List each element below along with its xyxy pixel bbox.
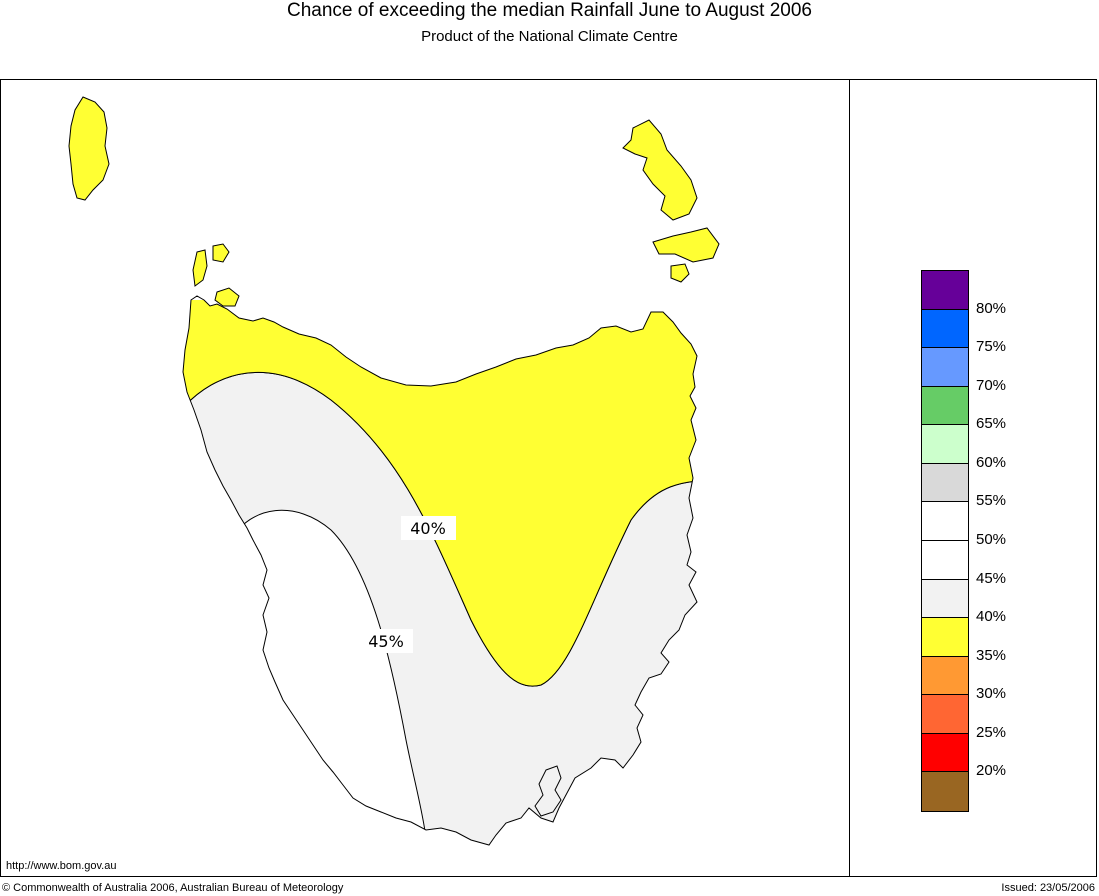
three-hummock-island — [212, 243, 230, 263]
legend-swatch — [922, 271, 968, 310]
legend-swatch — [922, 618, 968, 657]
legend-swatch — [922, 463, 968, 503]
legend-swatch — [922, 425, 968, 464]
contour-40 — [183, 371, 697, 687]
flinders-island — [622, 119, 698, 221]
legend-label: 30% — [976, 685, 1007, 703]
legend-label: 40% — [976, 608, 1007, 626]
legend-label: 80% — [976, 299, 1007, 317]
contour-label-45: 45% — [359, 629, 413, 653]
legend-label: 45% — [976, 569, 1007, 587]
legend-swatch — [922, 772, 968, 811]
clarke-island — [670, 263, 690, 283]
source-url: http://www.bom.gov.au — [6, 860, 117, 872]
legend-swatch — [922, 386, 968, 426]
legend-label: 75% — [976, 338, 1007, 356]
contour-label-40-text: 40% — [410, 519, 446, 538]
color-legend — [921, 270, 969, 812]
legend-label: 65% — [976, 415, 1007, 433]
legend-swatch — [922, 502, 968, 541]
legend-swatch — [922, 540, 968, 580]
robbins-island — [214, 287, 240, 307]
issued-date: Issued: 23/05/2006 — [1001, 882, 1095, 894]
legend-swatch — [922, 348, 968, 387]
legend-swatch — [922, 733, 968, 773]
hunter-island — [192, 249, 208, 287]
legend-label: 55% — [976, 492, 1007, 510]
legend-label: 50% — [976, 530, 1007, 548]
copyright-notice: © Commonwealth of Australia 2006, Austra… — [2, 882, 344, 894]
map-subtitle: Product of the National Climate Centre — [421, 28, 678, 45]
map-title: Chance of exceeding the median Rainfall … — [287, 0, 812, 21]
legend-swatch — [922, 579, 968, 619]
legend-label: 70% — [976, 376, 1007, 394]
legend-swatch — [922, 695, 968, 734]
zone-35-40 — [183, 300, 697, 687]
legend-swatch — [922, 309, 968, 349]
contour-label-45-text: 45% — [368, 632, 404, 651]
legend-label: 25% — [976, 723, 1007, 741]
legend-label: 35% — [976, 646, 1007, 664]
legend-swatch — [922, 656, 968, 696]
mainland-tasmania — [182, 295, 698, 846]
king-island — [68, 96, 110, 201]
tasmania-map: 40% 45% — [68, 96, 720, 846]
bruny-island — [534, 765, 562, 817]
legend-label: 20% — [976, 762, 1007, 780]
legend-label: 60% — [976, 453, 1007, 471]
legend-divider — [849, 79, 850, 877]
cape-barren-island — [652, 227, 720, 263]
map-frame — [0, 79, 1097, 877]
contour-label-40: 40% — [401, 516, 456, 540]
